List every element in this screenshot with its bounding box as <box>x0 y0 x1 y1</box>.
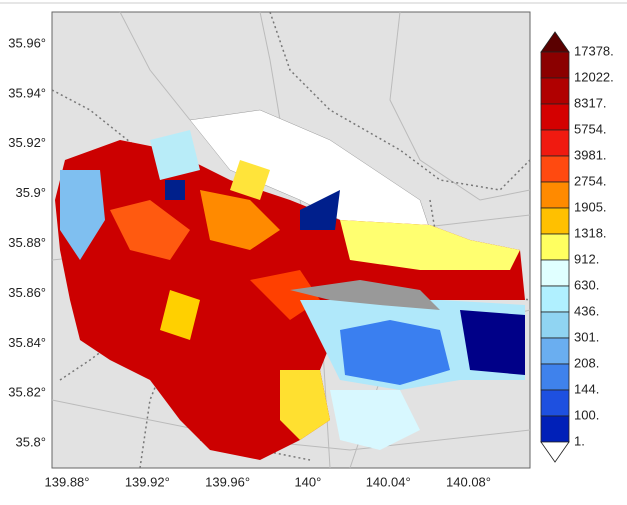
legend-label: 100. <box>574 407 599 422</box>
colorbar <box>540 31 570 463</box>
y-tick-label: 35.86° <box>8 285 46 300</box>
legend-label: 208. <box>574 355 599 370</box>
legend-label: 5754. <box>574 121 607 136</box>
legend-label: 912. <box>574 251 599 266</box>
x-tick-label: 139.96° <box>205 474 250 489</box>
y-tick-label: 35.84° <box>8 335 46 350</box>
legend-label: 8317. <box>574 95 607 110</box>
y-tick-label: 35.96° <box>8 35 46 50</box>
legend-label: 436. <box>574 303 599 318</box>
x-tick-label: 139.88° <box>45 474 90 489</box>
y-tick-label: 35.88° <box>8 235 46 250</box>
map-area <box>51 11 531 469</box>
x-tick-label: 140° <box>294 474 321 489</box>
x-tick-label: 140.08° <box>446 474 491 489</box>
legend-label: 630. <box>574 277 599 292</box>
x-tick-label: 140.04° <box>366 474 411 489</box>
legend-label: 3981. <box>574 147 607 162</box>
y-tick-label: 35.82° <box>8 385 46 400</box>
legend-label: 301. <box>574 329 599 344</box>
legend-label: 12022. <box>574 69 614 84</box>
legend-label: 2754. <box>574 173 607 188</box>
legend-label: 1. <box>574 433 585 448</box>
y-tick-label: 35.94° <box>8 85 46 100</box>
legend-label: 144. <box>574 381 599 396</box>
legend-label: 17378. <box>574 43 614 58</box>
legend-label: 1905. <box>574 199 607 214</box>
legend-label: 1318. <box>574 225 607 240</box>
y-tick-label: 35.8° <box>15 435 46 450</box>
y-tick-label: 35.9° <box>15 185 46 200</box>
x-tick-label: 139.92° <box>125 474 170 489</box>
y-tick-label: 35.92° <box>8 135 46 150</box>
